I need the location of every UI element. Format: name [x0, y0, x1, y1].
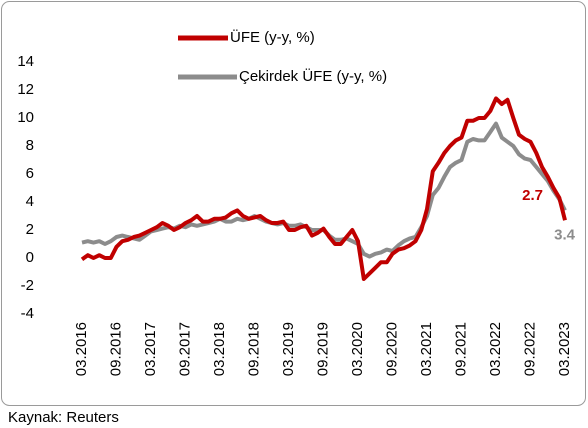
legend-label: ÜFE (y-y, %) — [230, 28, 315, 46]
x-tick-label: 03.2019 — [280, 322, 297, 376]
x-tick-label: 09.2017 — [176, 322, 193, 376]
x-tick-label: 09.2019 — [314, 322, 331, 376]
y-tick-label: 6 — [26, 165, 34, 182]
frame — [1, 1, 586, 406]
y-tick-label: 8 — [26, 137, 34, 154]
legend-label: Çekirdek ÜFE (y-y, %) — [239, 67, 387, 85]
x-tick-label: 09.2018 — [245, 322, 262, 376]
y-tick-label: 12 — [17, 81, 34, 98]
x-tick-label: 09.2021 — [452, 322, 469, 376]
x-tick-label: 03.2017 — [142, 322, 159, 376]
y-tick-label: 10 — [17, 109, 34, 126]
y-tick-label: 0 — [26, 249, 34, 266]
value-label: 2.7 — [522, 187, 543, 204]
x-tick-label: 09.2020 — [383, 322, 400, 376]
x-tick-label: 03.2020 — [349, 322, 366, 376]
value-label: 3.4 — [554, 226, 576, 243]
series-line — [80, 96, 567, 281]
x-tick-label: 03.2018 — [211, 322, 228, 376]
y-tick-label: -4 — [21, 305, 34, 322]
x-tick-label: 03.2023 — [556, 322, 573, 376]
series-line — [81, 121, 567, 259]
y-tick-label: 2 — [26, 221, 34, 238]
x-tick-label: 03.2016 — [73, 322, 90, 376]
y-tick-label: -2 — [21, 277, 34, 294]
x-tick-label: 09.2022 — [521, 322, 538, 376]
x-tick-label: 03.2021 — [418, 322, 435, 376]
y-tick-label: 14 — [17, 53, 34, 70]
y-tick-label: 4 — [26, 193, 34, 210]
x-tick-label: 09.2016 — [107, 322, 124, 376]
x-tick-label: 03.2022 — [487, 322, 504, 376]
source: Kaynak: Reuters — [8, 409, 119, 426]
